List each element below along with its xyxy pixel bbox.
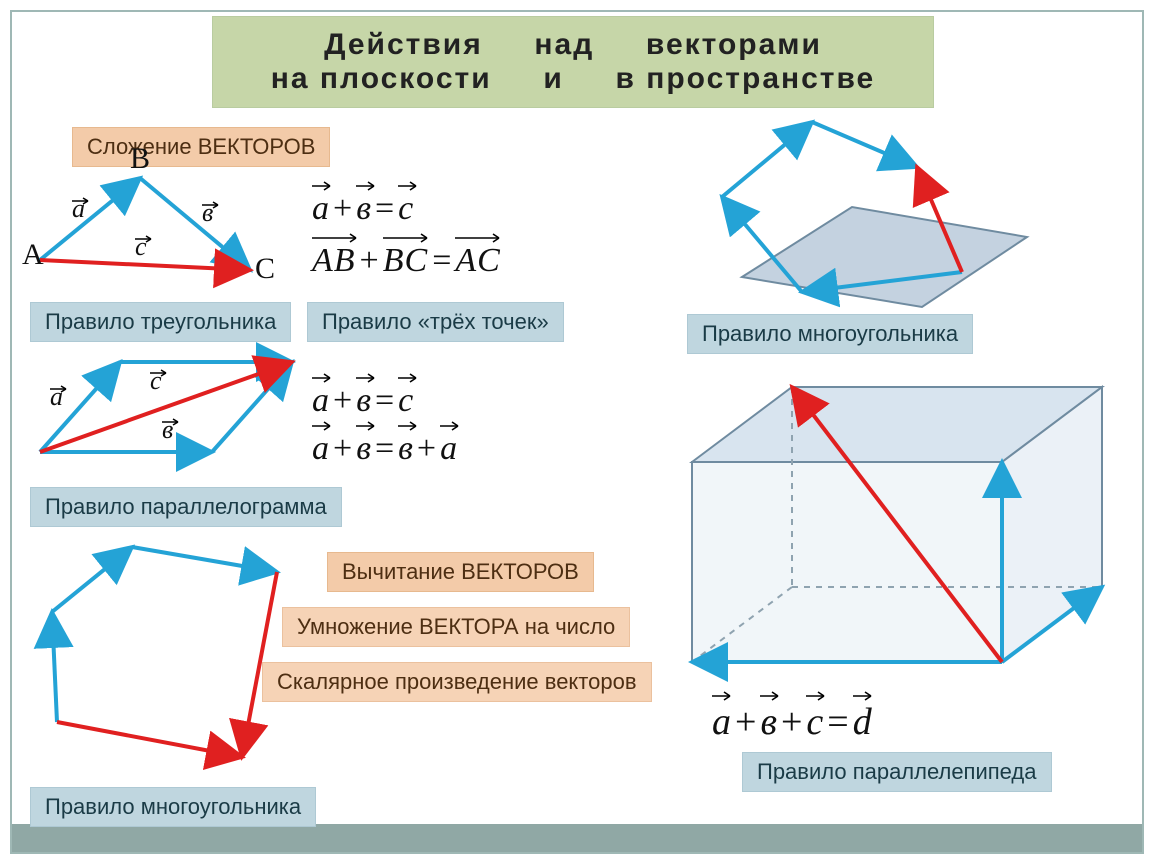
title-line1: Действия над векторами: [324, 28, 822, 62]
para-c: c: [150, 366, 162, 396]
polygon-3d-svg: [662, 112, 1042, 317]
formula-1: a+в=c: [312, 190, 413, 228]
formula-5: a+в+c=d: [712, 700, 872, 744]
triangle-A: A: [22, 238, 44, 272]
label-parallelepiped: Правило параллелепипеда: [742, 752, 1052, 792]
bottom-bar: [12, 824, 1142, 852]
frame: Действия над векторами на плоскости и в …: [10, 10, 1144, 854]
cube-svg: [652, 342, 1112, 682]
formula-2: AB+BC=AC: [312, 242, 501, 280]
label-parallelogram: Правило параллелограмма: [30, 487, 342, 527]
parallelogram-diagram: a в c: [32, 352, 312, 477]
label-addition: Сложение ВЕКТОРОВ: [72, 127, 330, 167]
title: Действия над векторами на плоскости и в …: [212, 16, 934, 108]
label-scalar-mult: Умножение ВЕКТОРА на число: [282, 607, 630, 647]
para-a: a: [50, 382, 63, 412]
formula-3: a+в=c: [312, 382, 413, 420]
label-polygon-2d: Правило многоугольника: [30, 787, 316, 827]
triangle-c: c: [135, 232, 147, 262]
triangle-B: B: [130, 142, 150, 176]
label-triangle: Правило треугольника: [30, 302, 291, 342]
para-b: в: [162, 415, 173, 445]
label-dot-product: Скалярное произведение векторов: [262, 662, 652, 702]
polygon-2d-diagram: [42, 542, 302, 777]
triangle-C: C: [255, 252, 275, 286]
triangle-b: в: [202, 198, 213, 228]
title-line2: на плоскости и в пространстве: [271, 62, 875, 96]
polygon-3d-diagram: [662, 112, 1042, 317]
label-subtraction: Вычитание ВЕКТОРОВ: [327, 552, 594, 592]
triangle-diagram: A B C a в c: [30, 170, 270, 295]
label-three-points: Правило «трёх точек»: [307, 302, 564, 342]
formula-4: a+в=в+a: [312, 430, 457, 468]
cube-diagram: [652, 342, 1112, 682]
polygon-2d-svg: [42, 542, 302, 777]
triangle-a: a: [72, 194, 85, 224]
